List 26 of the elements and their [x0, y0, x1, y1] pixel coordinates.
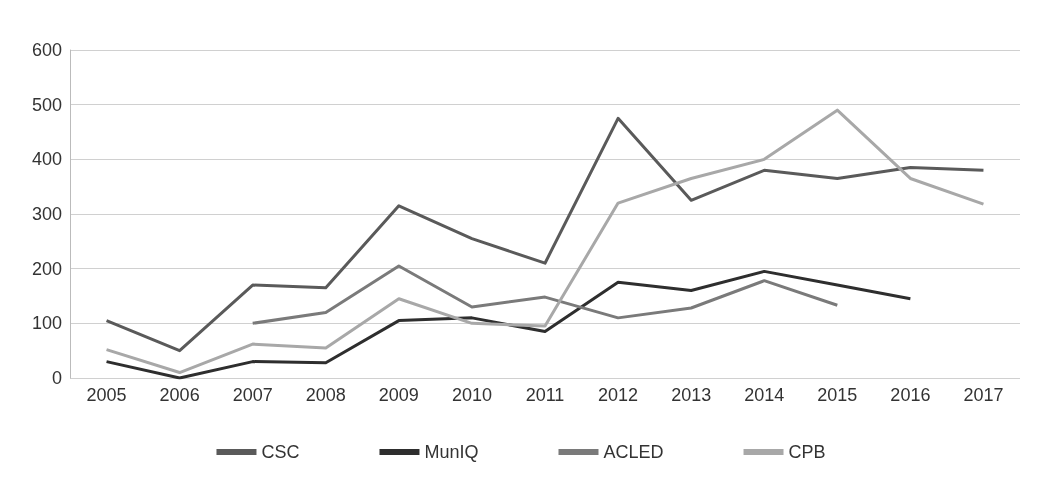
legend-label: MunIQ [424, 442, 479, 462]
line-series [105, 269, 912, 380]
x-tick-label: 2010 [451, 385, 492, 405]
x-tick-label: 2017 [963, 385, 1004, 405]
x-tick-label: 2016 [890, 385, 931, 405]
x-tick-label: 2009 [378, 385, 419, 405]
y-tick-label: 600 [31, 40, 62, 60]
x-tick-label: 2012 [598, 385, 639, 405]
y-tick-label: 200 [31, 258, 62, 279]
x-tick-label: 2015 [817, 385, 858, 405]
line-series [251, 264, 839, 325]
legend-label: CPB [788, 442, 826, 462]
y-tick-label: 300 [31, 204, 62, 224]
x-tick-label: 2013 [671, 385, 712, 405]
y-tick-label: 400 [31, 149, 62, 170]
y-tick-label: 500 [31, 94, 62, 115]
legend-label: CSC [261, 442, 300, 462]
legend-label: ACLED [603, 442, 664, 462]
x-tick-label: 2011 [525, 385, 565, 405]
y-tick-label: 100 [31, 313, 62, 334]
y-tick-label: 0 [51, 368, 62, 388]
x-tick-label: 2005 [86, 385, 127, 405]
x-tick-label: 2007 [232, 385, 273, 405]
x-tick-label: 2008 [305, 385, 346, 405]
x-tick-label: 2006 [159, 385, 200, 405]
x-tick-label: 2014 [744, 385, 785, 405]
